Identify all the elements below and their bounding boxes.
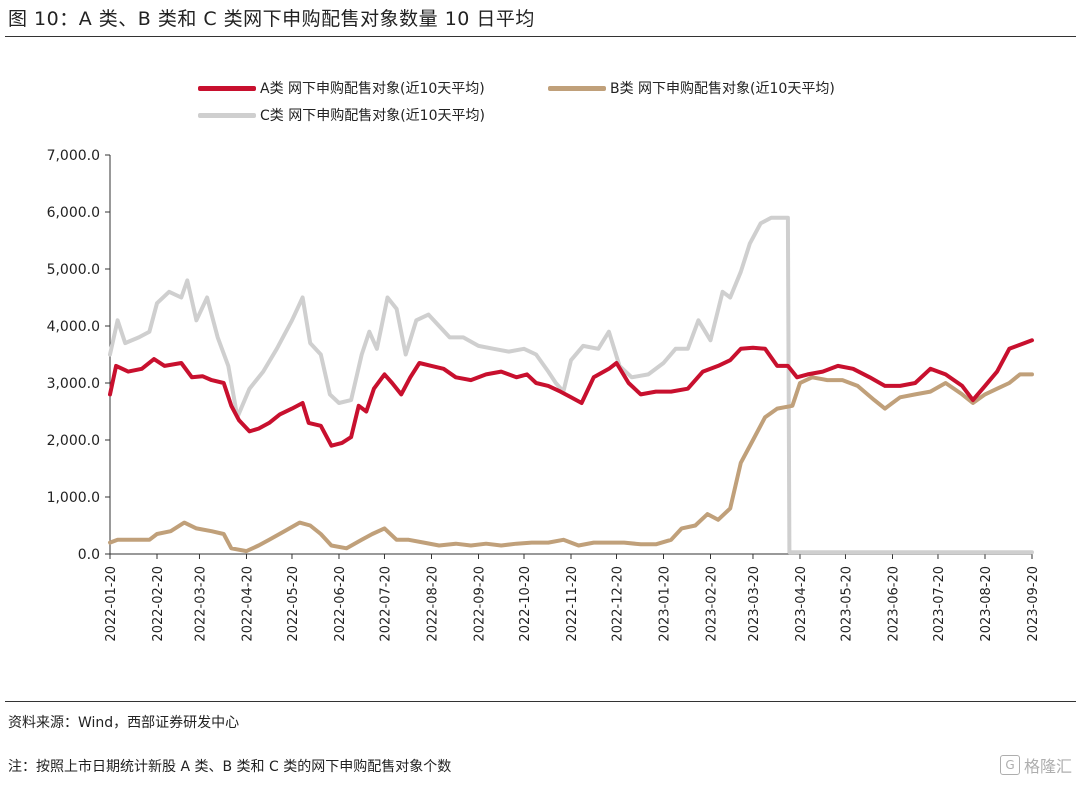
title-rule [5,36,1076,37]
legend-label-a: A类 网下申购配售对象(近10天平均) [260,81,485,97]
x-tick-label: 2023-09-20 [1026,566,1041,642]
footnote: 注：按照上市日期统计新股 A 类、B 类和 C 类的网下申购配售对象个数 [8,759,452,775]
x-tick-label: 2023-03-20 [747,566,762,642]
series-line-c [108,215,1034,555]
legend-swatch-c [198,112,256,118]
legend-item-b[interactable]: B类 网下申购配售对象(近10天平均) [548,78,835,98]
y-tick-label: 3,000.0 [47,376,100,392]
watermark: G 格隆汇 [999,753,1072,777]
legend-swatch-b [548,85,606,91]
x-tick-label: 2022-07-20 [378,566,393,642]
x-tick-label: 2022-03-20 [193,566,208,642]
legend-label-b: B类 网下申购配售对象(近10天平均) [610,81,835,97]
x-tick-label: 2022-12-20 [610,566,625,642]
x-tick-label: 2022-01-20 [104,566,119,642]
y-tick-label: 1,000.0 [47,490,100,506]
x-tick-label: 2023-04-20 [794,566,809,642]
x-tick-label: 2022-11-20 [565,566,580,642]
x-tick-label: 2023-07-20 [932,566,947,642]
y-tick-label: 7,000.0 [47,148,100,164]
x-tick-label: 2023-02-20 [705,566,720,642]
y-tick-label: 4,000.0 [47,319,100,335]
legend-label-c: C类 网下申购配售对象(近10天平均) [260,108,485,124]
x-tick-label: 2022-09-20 [472,566,487,642]
legend-item-a[interactable]: A类 网下申购配售对象(近10天平均) [198,78,485,98]
x-tick-label: 2022-06-20 [333,566,348,642]
source-note: 资料来源：Wind，西部证券研发中心 [8,715,240,731]
y-tick-label: 0.0 [78,547,100,563]
y-tick-label: 6,000.0 [47,205,100,221]
footer-rule [5,701,1076,702]
x-tick-label: 2023-06-20 [886,566,901,642]
figure-title: 图 10：A 类、B 类和 C 类网下申购配售对象数量 10 日平均 [8,8,535,30]
y-tick-label: 5,000.0 [47,262,100,278]
legend-swatch-a [198,85,256,91]
line-chart: 0.0 1,000.0 2,000.0 3,000.0 4,000.0 5,000.0 6,… [47,148,1041,642]
x-tick-label: 2022-02-20 [151,566,166,642]
x-tick-label: 2023-08-20 [979,566,994,642]
watermark-logo-icon: G [999,755,1020,775]
y-tick-label: 2,000.0 [47,433,100,449]
x-tick-label: 2023-01-20 [658,566,673,642]
watermark-text: 格隆汇 [1023,757,1072,776]
x-tick-label: 2022-04-20 [240,566,255,642]
x-tick-label: 2023-05-20 [839,566,854,642]
series-line-b [108,372,1034,554]
legend-item-c[interactable]: C类 网下申购配售对象(近10天平均) [198,105,485,125]
x-tick-label: 2022-05-20 [286,566,301,642]
series-line-a [108,338,1034,448]
x-tick-label: 2022-10-20 [518,566,533,642]
x-tick-label: 2022-08-20 [425,566,440,642]
